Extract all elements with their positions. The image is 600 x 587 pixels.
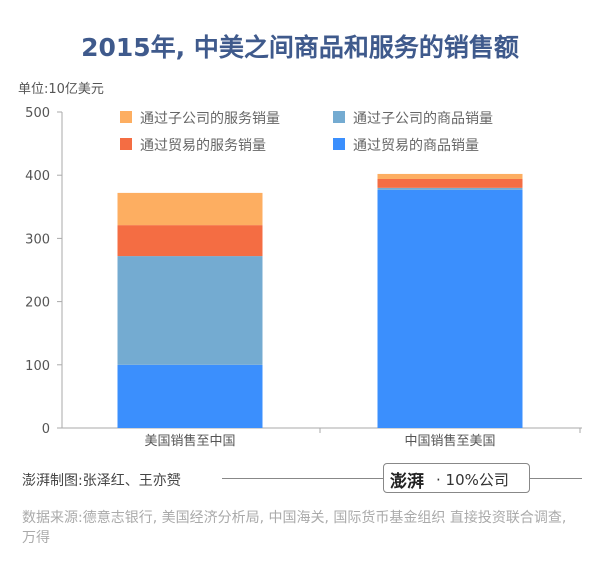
bar-segment	[117, 192, 263, 226]
y-tick-label: 200	[25, 296, 50, 311]
bar-segment	[377, 187, 523, 190]
legend-swatch	[333, 138, 345, 150]
logo: 澎湃 · 10%公司	[383, 463, 530, 493]
unit-label: 单位:10亿美元	[18, 82, 104, 97]
divider	[530, 478, 582, 479]
y-tick-label: 500	[25, 106, 50, 121]
y-tick-label: 100	[25, 359, 50, 374]
y-tick-label: 300	[25, 232, 50, 247]
bar-segment	[377, 189, 523, 428]
bar-segment	[377, 173, 523, 179]
y-tick-label: 400	[25, 169, 50, 184]
y-tick-label: 0	[42, 422, 50, 437]
logo-text: · 10%公司	[436, 471, 509, 489]
legend-label: 通过子公司的商品销量	[353, 111, 493, 127]
bar-segment	[117, 256, 263, 365]
bar-segment	[117, 364, 263, 428]
legend-swatch	[333, 111, 345, 123]
logo-seal: 澎湃	[390, 472, 424, 492]
legend-label: 通过贸易的商品销量	[353, 138, 479, 154]
credit-text: 澎湃制图:张泽红、王亦赟	[22, 473, 181, 489]
chart-title: 2015年, 中美之间商品和服务的销售额	[81, 33, 519, 62]
bar-segment	[377, 178, 523, 188]
legend-swatch	[120, 138, 132, 150]
legend-label: 通过子公司的服务销量	[140, 111, 280, 127]
divider	[222, 478, 383, 479]
chart-svg: 0 100 200 300 400 500 美国销售至中国 中国销售至美国 通过子公司的服务销量…	[25, 106, 582, 449]
bar-segment	[117, 225, 263, 257]
x-tick-label: 中国销售至美国	[404, 433, 495, 449]
source-text: 数据来源:德意志银行, 美国经济分析局, 中国海关, 国际货币基金组织 直接投资…	[22, 510, 567, 546]
legend-label: 通过贸易的服务销量	[140, 138, 266, 154]
x-tick-label: 美国销售至中国	[144, 433, 235, 449]
legend-swatch	[120, 111, 132, 123]
